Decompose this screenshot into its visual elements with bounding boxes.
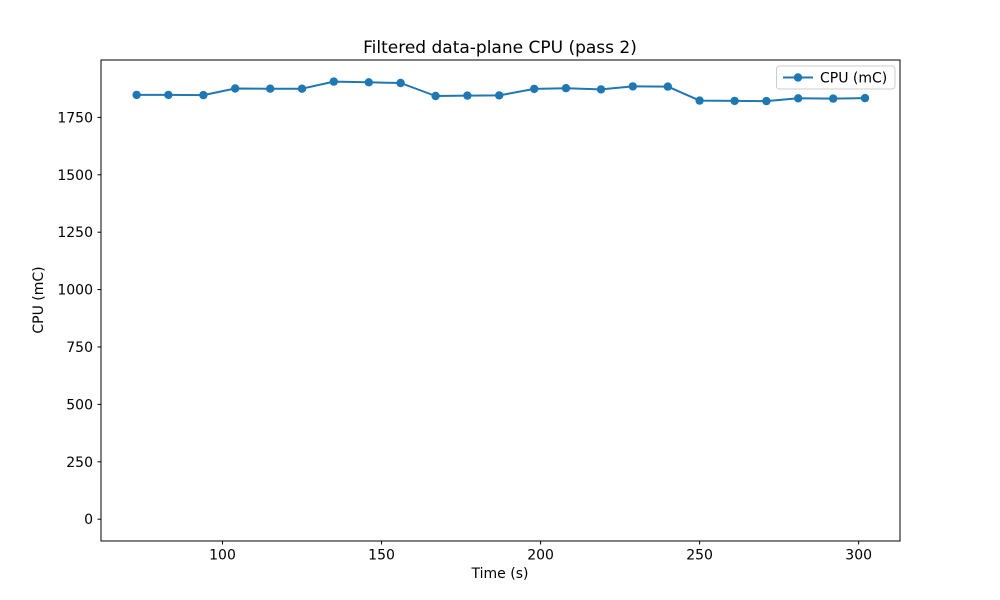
data-point — [695, 96, 704, 105]
y-tick-label: 1000 — [57, 283, 93, 299]
data-point — [396, 78, 405, 88]
data-point — [266, 84, 275, 93]
y-tick-label: 1750 — [57, 110, 93, 126]
x-tick-label: 100 — [209, 548, 236, 564]
y-tick-label: 750 — [66, 340, 93, 356]
data-point — [762, 96, 771, 106]
x-tick-label: 250 — [686, 548, 713, 564]
x-tick-label: 200 — [527, 548, 554, 564]
data-point — [530, 84, 539, 94]
data-point — [495, 91, 504, 100]
x-axis-label: Time (s) — [471, 566, 529, 582]
y-tick-label: 1500 — [57, 168, 93, 184]
data-point — [199, 90, 208, 100]
data-point — [132, 90, 141, 100]
data-point — [329, 77, 338, 86]
legend-label: CPU (mC) — [820, 71, 887, 87]
legend-marker — [793, 73, 803, 82]
y-tick-label: 1250 — [57, 225, 93, 241]
plot-border — [100, 59, 901, 542]
y-axis-label: CPU (mC) — [31, 266, 47, 333]
chart-title: Filtered data-plane CPU (pass 2) — [363, 38, 637, 58]
data-point — [860, 93, 870, 103]
data-point — [297, 84, 307, 93]
data-point — [231, 84, 240, 93]
data-series — [132, 77, 870, 106]
x-tick-label: 150 — [368, 548, 395, 564]
y-tick-label: 500 — [66, 397, 93, 413]
y-tick-label: 0 — [84, 512, 93, 528]
data-point — [596, 85, 606, 94]
data-point — [794, 94, 803, 103]
y-axis-ticks: 0 250 500 750 1000 1250 1500 1750 — [57, 110, 101, 528]
data-point — [364, 78, 373, 87]
data-point — [431, 91, 440, 101]
data-point — [663, 82, 672, 91]
data-point — [730, 96, 739, 106]
data-point — [463, 91, 472, 100]
data-point — [561, 84, 571, 93]
legend: CPU (mC) — [776, 65, 896, 90]
data-point — [829, 94, 838, 103]
x-tick-label: 300 — [845, 548, 872, 564]
data-point — [164, 90, 173, 100]
legend-box — [776, 65, 896, 90]
x-axis-ticks: 100 150 200 250 300 — [209, 541, 872, 564]
y-tick-label: 250 — [66, 455, 93, 471]
data-point — [628, 82, 637, 91]
